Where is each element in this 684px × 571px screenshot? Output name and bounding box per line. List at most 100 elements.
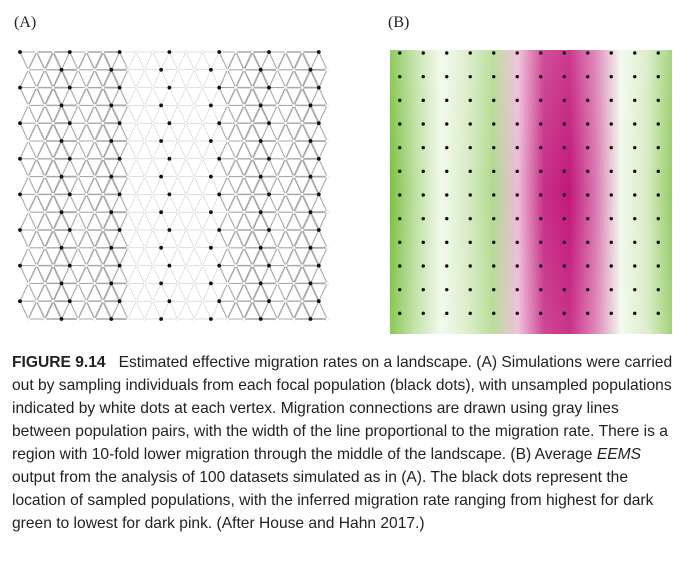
migration-edge [185,69,195,88]
migration-edge [276,194,287,213]
eems-sample-dot [562,193,566,197]
migration-edge [85,69,96,88]
migration-edge [69,300,79,320]
unsampled-population-dot [284,121,288,125]
unsampled-population-dot [250,121,254,125]
migration-edge [35,176,46,195]
migration-edge [243,140,254,160]
migration-edge [177,158,187,177]
migration-edge [77,194,88,213]
eems-sample-dot [562,216,566,221]
migration-edge [119,247,129,266]
migration-edge [19,211,29,231]
eems-sample-dot [539,122,543,126]
unsampled-population-dot [101,85,105,90]
eems-sample-dot [421,264,425,268]
migration-edge [110,140,121,160]
migration-edge [251,229,262,249]
migration-edge [61,51,71,71]
migration-edge [35,300,46,320]
unsampled-population-dot [242,68,246,72]
migration-edge [27,69,38,88]
migration-edge [210,51,220,70]
migration-edge [144,105,154,124]
migration-edge [160,123,170,142]
unsampled-population-dot [126,175,130,179]
migration-edge [251,300,262,320]
migration-edge [202,87,212,106]
migration-edge [160,301,170,320]
sampled-population-dot [159,210,164,215]
migration-edge [301,69,312,88]
migration-edge [77,283,87,302]
migration-edge [102,194,113,213]
migration-edge [144,229,154,248]
unsampled-population-dot [225,281,230,285]
migration-edge [218,122,228,142]
migration-edge [243,300,254,320]
migration-edge [177,247,187,266]
migration-edge [69,51,79,71]
eems-sample-dot [562,145,566,150]
eems-sample-dot [445,122,449,126]
migration-edge [309,105,320,124]
migration-edge [35,229,46,249]
migration-edge [260,194,270,213]
migration-edge [135,301,145,320]
migration-edge [85,140,96,160]
unsampled-population-dot [225,139,230,143]
sampled-population-dot [308,281,313,286]
unsampled-population-dot [134,228,138,232]
migration-edge [251,122,262,142]
migration-edge [85,283,96,302]
migration-edge [144,87,154,106]
unsampled-population-dot [184,264,188,268]
eems-sample-dot [539,240,543,245]
migration-edge [310,122,320,142]
unsampled-population-dot [325,68,329,72]
eems-sample-dot [468,122,472,126]
migration-edge [301,247,312,266]
unsampled-population-dot [43,139,47,143]
sampled-population-dot [117,156,122,161]
migration-edge [268,194,278,213]
unsampled-population-dot [292,103,296,107]
migration-edge [169,158,178,177]
migration-edge [202,158,212,177]
unsampled-population-dot [84,299,88,303]
unsampled-population-dot [176,175,180,179]
eems-sample-dot [398,122,402,126]
sampled-population-dot [316,263,321,268]
eems-sample-dot [562,51,566,55]
eems-sample-dot [656,287,660,292]
migration-edge [169,194,178,213]
unsampled-population-dot [35,121,39,125]
eems-sample-dot [515,216,519,221]
unsampled-population-dot [300,85,304,90]
unsampled-population-dot [151,157,155,161]
migration-edge [260,87,270,106]
eems-sample-dot [609,193,613,197]
sampled-population-dot [109,67,114,72]
eems-sample-dot [421,193,425,197]
migration-edge [93,51,104,71]
migration-edge [35,105,46,124]
unsampled-population-dot [242,246,246,250]
eems-sample-dot [609,287,613,292]
migration-edge [93,265,104,284]
migration-edge [185,87,195,106]
migration-edge [85,194,96,213]
unsampled-population-dot [93,210,97,214]
eems-sample-dot [609,51,613,55]
eems-sample-dot [609,169,613,174]
migration-edge [27,211,38,231]
migration-edge [85,247,96,266]
eems-sample-dot [562,287,566,292]
migration-edge [52,122,63,142]
migration-edge [310,229,320,249]
sampled-population-dot [267,192,271,197]
unsampled-population-dot [192,68,196,72]
migration-edge [35,247,46,266]
unsampled-population-dot [51,192,55,196]
sampled-population-dot [209,67,213,72]
